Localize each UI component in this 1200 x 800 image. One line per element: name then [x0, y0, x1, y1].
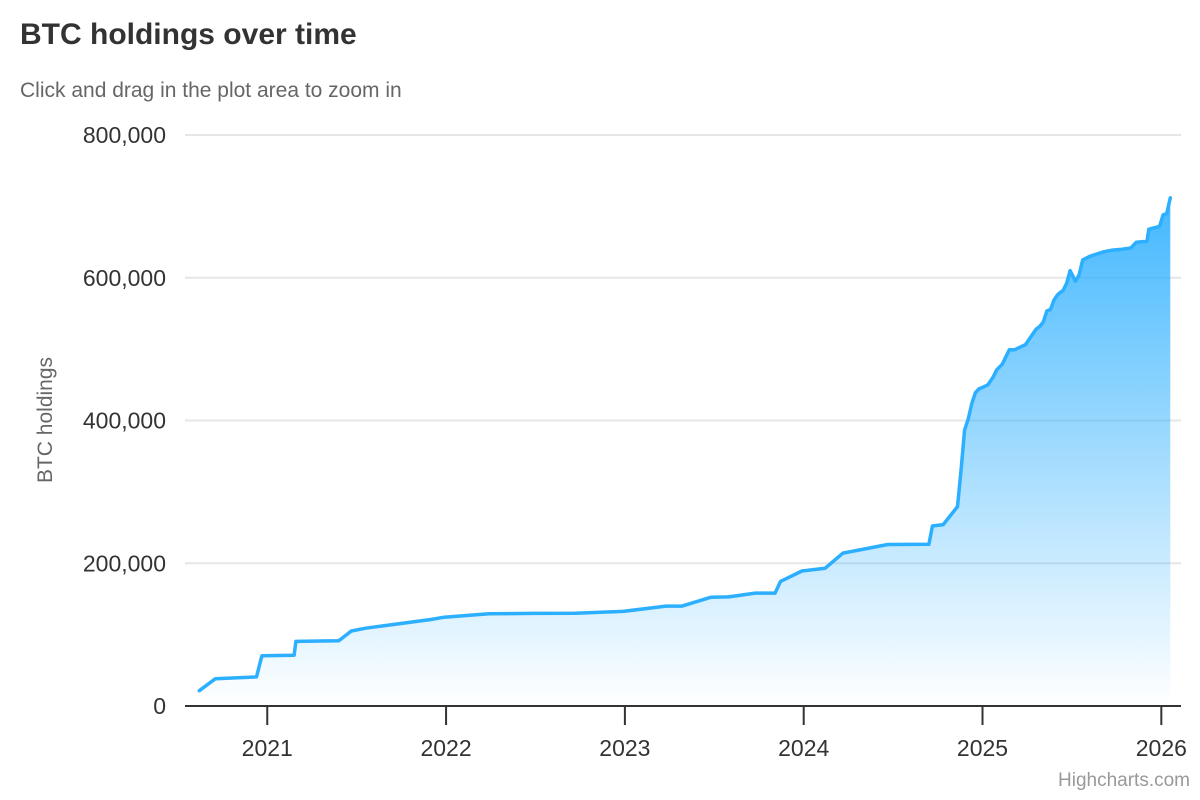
x-axis-label: 2024: [778, 735, 829, 761]
chart-subtitle: Click and drag in the plot area to zoom …: [20, 79, 402, 102]
y-axis-label: 800,000: [83, 122, 166, 148]
y-axis-label: 200,000: [83, 550, 166, 576]
x-axis-label: 2026: [1136, 735, 1187, 761]
x-axis-label: 2022: [420, 735, 471, 761]
y-axis-label: 600,000: [83, 265, 166, 291]
highcharts-credits-link[interactable]: Highcharts.com: [1058, 770, 1190, 791]
x-axis-label: 2023: [599, 735, 650, 761]
y-axis-label: 0: [153, 693, 166, 719]
x-axis-label: 2025: [957, 735, 1008, 761]
y-axis-title: BTC holdings: [34, 356, 57, 484]
area-series-fill[interactable]: [199, 197, 1171, 707]
area-series-line[interactable]: [197, 196, 1173, 693]
y-axis-label: 400,000: [83, 408, 166, 434]
chart-title: BTC holdings over time: [20, 18, 357, 51]
x-axis-label: 2021: [242, 735, 293, 761]
